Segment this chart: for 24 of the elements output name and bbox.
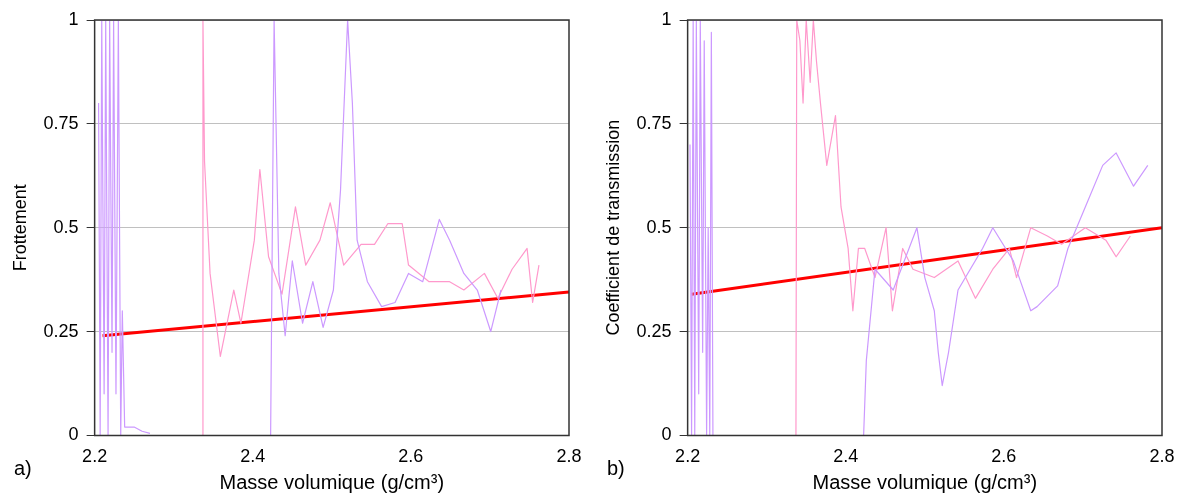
x-axis-title: Masse volumique (g/cm³)	[219, 470, 445, 493]
x-axis-title: Masse volumique (g/cm³)	[812, 470, 1038, 493]
x-tick-label: 2.4	[240, 446, 266, 467]
y-tick-label: 0.5	[53, 216, 79, 237]
y-tick-label: 0.25	[636, 320, 672, 341]
y-tick-label: 0.5	[646, 216, 672, 237]
x-tick-label: 2.2	[82, 446, 108, 467]
y-tick-label: 0	[68, 424, 79, 445]
y-tick-label: 0.75	[43, 112, 79, 133]
x-tick-label: 2.6	[991, 446, 1017, 467]
y-tick-label: 0.75	[636, 112, 672, 133]
x-tick-label: 2.6	[398, 446, 424, 467]
x-tick-label: 2.8	[1149, 446, 1175, 467]
y-tick-label: 1	[68, 8, 79, 29]
y-axis-title: Coefficient de transmission	[602, 119, 623, 336]
y-tick-label: 1	[661, 8, 672, 29]
y-axis-title: Frottement	[9, 184, 30, 272]
y-tick-label: 0.25	[43, 320, 79, 341]
x-tick-label: 2.8	[556, 446, 582, 467]
text: b)	[607, 456, 625, 479]
text: a)	[14, 456, 32, 479]
y-tick-label: 0	[661, 424, 672, 445]
x-tick-label: 2.2	[675, 446, 701, 467]
x-tick-label: 2.4	[833, 446, 859, 467]
